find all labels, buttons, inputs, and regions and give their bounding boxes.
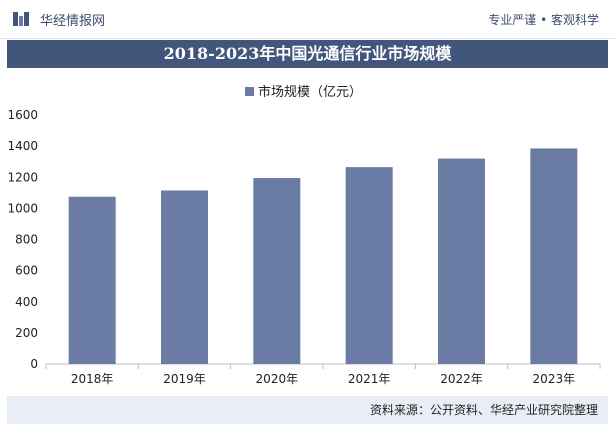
bar-chart: 市场规模（亿元） 0 200 400 600 800 1000 1200 1400 1600 201… — [7, 84, 601, 386]
x-tick-label: 2020年 — [256, 372, 299, 386]
source-note: 资料来源：公开资料、华经产业研究院整理 — [7, 396, 608, 424]
legend-swatch — [245, 87, 254, 96]
y-tick-label: 1600 — [7, 108, 38, 122]
y-tick-label: 1200 — [7, 170, 38, 184]
y-tick-label: 600 — [15, 264, 38, 278]
legend-label: 市场规模（亿元） — [258, 84, 362, 100]
x-tick-label: 2023年 — [533, 372, 576, 386]
y-tick-label: 1000 — [7, 201, 38, 215]
y-tick-label: 400 — [15, 295, 38, 309]
x-tick-label: 2019年 — [163, 372, 206, 386]
y-tick-label: 0 — [30, 357, 38, 371]
logo-icon — [13, 12, 29, 26]
x-tick-label: 2018年 — [71, 372, 114, 386]
bar — [68, 196, 116, 364]
top-bar: 华经情报网 专业严谨 • 客观科学 — [0, 0, 615, 39]
x-tick-label: 2022年 — [440, 372, 483, 386]
source-text: 资料来源：公开资料、华经产业研究院整理 — [369, 403, 598, 417]
y-tick-label: 200 — [15, 326, 38, 340]
chart-title: 2018-2023年中国光通信行业市场规模 — [7, 40, 608, 68]
bar — [530, 148, 578, 364]
y-tick-label: 800 — [15, 233, 38, 247]
bar — [345, 167, 393, 364]
bar — [161, 190, 208, 364]
bar — [438, 158, 485, 364]
x-tick-label: 2021年 — [348, 372, 391, 386]
y-tick-label: 1400 — [7, 139, 38, 153]
tagline: 专业严谨 • 客观科学 — [488, 13, 599, 27]
bar — [253, 178, 301, 364]
brand-name: 华经情报网 — [40, 14, 106, 29]
